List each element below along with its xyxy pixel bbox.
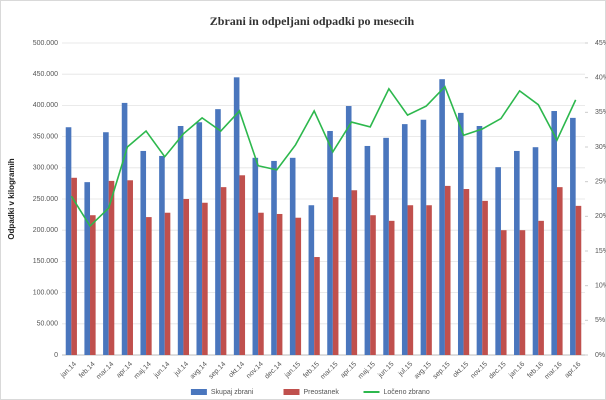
bar	[308, 205, 315, 355]
y-tick-label: 50.000	[37, 321, 59, 328]
bar	[314, 257, 320, 355]
bar	[84, 182, 91, 355]
bar	[103, 132, 109, 355]
y-tick-label: 0	[54, 352, 58, 359]
y2-tick-label: 15%	[595, 248, 606, 255]
legend-swatch	[283, 389, 300, 395]
bar	[164, 212, 171, 355]
y-tick-label: 400.000	[33, 102, 58, 109]
y2-tick-label: 25%	[595, 179, 606, 186]
bar	[383, 137, 389, 355]
y2-tick-label: 20%	[595, 213, 606, 220]
bar	[258, 212, 264, 355]
bar	[551, 111, 557, 356]
bar	[271, 160, 277, 355]
bar	[444, 185, 451, 355]
y2-tick-label: 5%	[595, 317, 605, 324]
y2-tick-label: 40%	[595, 75, 606, 82]
bar	[570, 117, 576, 355]
bar	[121, 102, 128, 356]
bar	[252, 157, 259, 355]
bar	[220, 187, 227, 355]
bar	[90, 215, 96, 355]
bar	[159, 155, 165, 355]
bar	[276, 213, 283, 355]
bar	[439, 79, 445, 355]
legend-swatch	[190, 389, 207, 395]
bar	[196, 122, 203, 355]
bar	[327, 130, 333, 355]
y2-tick-label: 10%	[595, 283, 606, 290]
bar	[538, 220, 544, 355]
y-tick-label: 150.000	[33, 258, 58, 265]
line	[70, 85, 577, 228]
bar	[426, 205, 432, 355]
bar	[332, 197, 339, 355]
y-tick-label: 200.000	[33, 227, 58, 234]
bar	[71, 177, 77, 355]
bar	[108, 180, 115, 355]
bar	[345, 106, 352, 355]
bar	[202, 202, 208, 355]
y-tick-label: 350.000	[33, 133, 58, 140]
bar	[519, 230, 526, 355]
chart-title: Zbrani in odpeljani odpadki po mesecih	[210, 14, 415, 28]
bar	[388, 220, 395, 355]
y2-tick-label: 35%	[595, 109, 606, 116]
bar	[463, 189, 470, 355]
bar	[457, 112, 464, 355]
y-tick-label: 250.000	[33, 196, 58, 203]
legend-label: Ločeno zbrano	[384, 389, 430, 396]
bar	[500, 230, 507, 355]
bar	[575, 205, 582, 355]
y-tick-label: 300.000	[33, 165, 58, 172]
bar	[364, 145, 371, 355]
bar	[482, 200, 488, 355]
y-tick-label: 450.000	[33, 71, 58, 78]
bar	[476, 125, 483, 355]
y2-tick-label: 0%	[595, 352, 605, 359]
bar	[239, 175, 246, 355]
legend-label: Skupaj zbrani	[211, 389, 254, 396]
bar	[65, 127, 72, 356]
bar	[177, 125, 184, 355]
bar	[407, 205, 414, 355]
bar	[127, 180, 133, 355]
y-tick-label: 100.000	[33, 289, 58, 296]
bar	[401, 124, 408, 356]
bar	[295, 217, 302, 355]
bar	[514, 150, 520, 355]
bar	[183, 199, 190, 355]
bar	[370, 215, 376, 355]
bar	[420, 119, 427, 355]
y-tick-label: 500.000	[33, 40, 58, 47]
bar	[532, 147, 539, 355]
bar	[215, 109, 221, 355]
bar	[495, 167, 501, 355]
legend-label: Preostanek	[304, 389, 340, 396]
bar	[146, 217, 152, 355]
y2-tick-label: 45%	[595, 40, 606, 47]
y-axis-label: Odpadki v kilogramih	[7, 158, 16, 239]
bar	[556, 187, 563, 355]
bar	[140, 150, 147, 355]
bar	[289, 157, 296, 355]
y2-tick-label: 30%	[595, 144, 606, 151]
bar	[233, 77, 240, 355]
bar	[351, 190, 358, 355]
